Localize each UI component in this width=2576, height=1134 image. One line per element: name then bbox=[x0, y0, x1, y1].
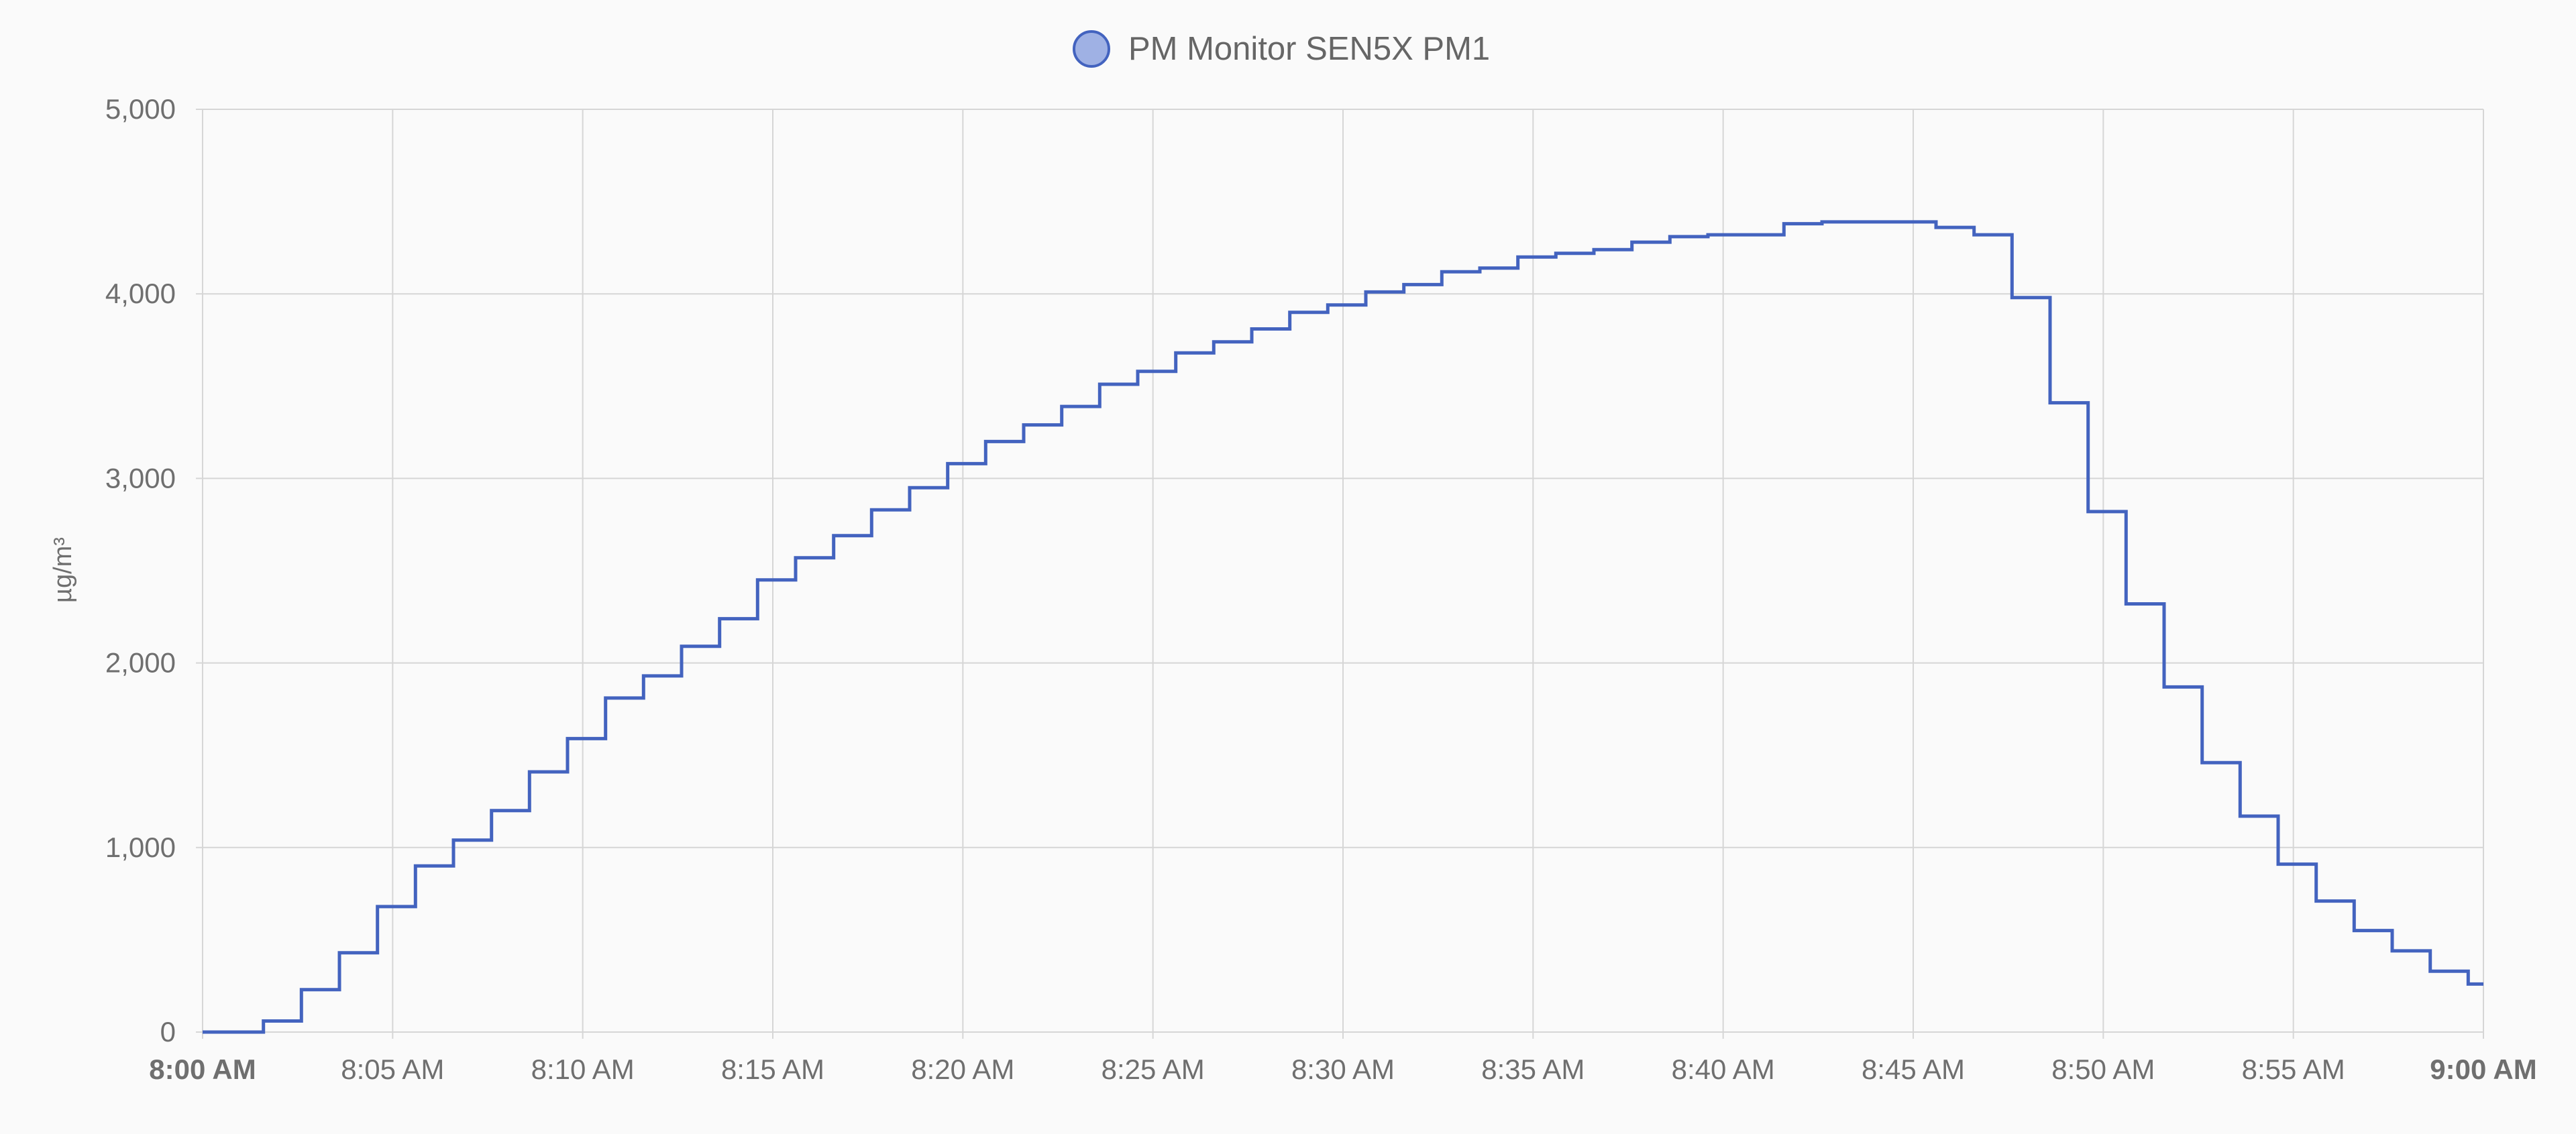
y-axis-label: µg/m³ bbox=[49, 537, 77, 603]
x-tick-label: 8:15 AM bbox=[721, 1054, 824, 1085]
x-tick-label: 8:25 AM bbox=[1102, 1054, 1205, 1085]
x-tick-label: 8:10 AM bbox=[531, 1054, 635, 1085]
legend-swatch[interactable] bbox=[1073, 30, 1110, 68]
x-tick-label: 8:00 AM bbox=[149, 1054, 256, 1085]
y-tick-label: 1,000 bbox=[105, 832, 176, 863]
x-tick-label: 9:00 AM bbox=[2430, 1054, 2537, 1085]
y-tick-label: 5,000 bbox=[105, 93, 176, 125]
x-axis-ticks: 8:00 AM 8:05 AM 8:10 AM 8:15 AM 8:20 AM 8:25 … bbox=[149, 1054, 2537, 1085]
y-axis-ticks: 0 1,000 2,000 3,000 4,000 5,000 bbox=[105, 93, 176, 1047]
y-tick-label: 0 bbox=[160, 1016, 176, 1047]
x-tick-label: 8:20 AM bbox=[911, 1054, 1014, 1085]
x-tick-label: 8:35 AM bbox=[1481, 1054, 1585, 1085]
legend[interactable]: PM Monitor SEN5X PM1 bbox=[1073, 30, 1490, 68]
y-tick-label: 4,000 bbox=[105, 278, 176, 309]
x-tick-label: 8:30 AM bbox=[1291, 1054, 1395, 1085]
series-layer bbox=[203, 220, 2483, 1034]
series-line bbox=[203, 220, 2483, 1034]
grid bbox=[196, 109, 2484, 1039]
legend-label[interactable]: PM Monitor SEN5X PM1 bbox=[1128, 31, 1490, 67]
x-tick-label: 8:05 AM bbox=[341, 1054, 444, 1085]
x-tick-label: 8:50 AM bbox=[2051, 1054, 2155, 1085]
y-tick-label: 2,000 bbox=[105, 647, 176, 679]
y-tick-label: 3,000 bbox=[105, 462, 176, 494]
x-tick-label: 8:45 AM bbox=[1862, 1054, 1965, 1085]
x-tick-label: 8:40 AM bbox=[1672, 1054, 1775, 1085]
x-tick-label: 8:55 AM bbox=[2242, 1054, 2345, 1085]
